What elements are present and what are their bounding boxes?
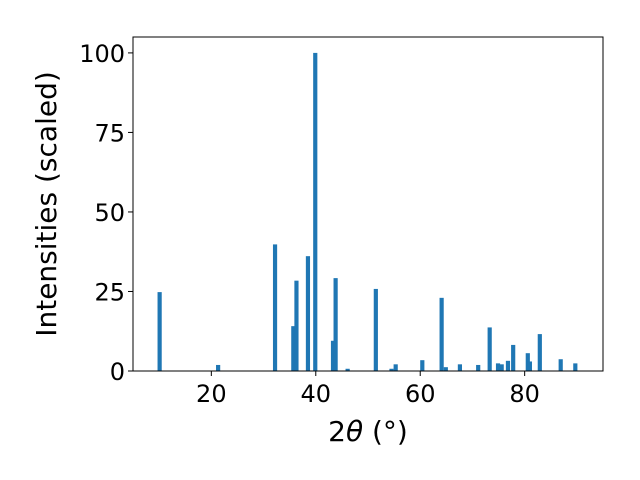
y-tick-label: 25 xyxy=(94,278,125,306)
y-axis-ticks: 0 25 50 75 100 xyxy=(79,40,133,386)
bar xyxy=(330,340,336,371)
x-axis-label-symbol: θ xyxy=(346,415,363,448)
bar xyxy=(216,364,221,371)
y-tick-label: 75 xyxy=(94,119,125,147)
bar xyxy=(333,278,338,371)
bar xyxy=(495,363,501,371)
bar xyxy=(272,244,278,371)
bar xyxy=(558,359,563,371)
bar xyxy=(389,368,394,371)
bar xyxy=(439,297,444,371)
bar xyxy=(505,360,511,371)
bar xyxy=(443,367,448,371)
x-tick-label: 80 xyxy=(509,380,540,408)
bar xyxy=(345,368,350,371)
x-tick-label: 60 xyxy=(405,380,436,408)
bar xyxy=(527,361,532,371)
bar xyxy=(511,344,516,371)
y-tick-label: 0 xyxy=(110,358,125,386)
x-axis-label-prefix: 2 xyxy=(328,415,346,448)
x-axis-label: 2θ (°) xyxy=(328,415,408,448)
bar xyxy=(373,288,378,371)
bar xyxy=(420,360,425,371)
bar xyxy=(457,364,462,371)
bar xyxy=(305,256,311,371)
x-axis-ticks: 20 40 60 80 xyxy=(196,371,540,408)
x-tick-label: 40 xyxy=(301,380,332,408)
bar xyxy=(157,292,162,371)
y-tick-label: 100 xyxy=(79,40,125,68)
plot-frame xyxy=(132,36,604,372)
bar xyxy=(573,363,578,371)
bar xyxy=(294,280,299,371)
x-tick-label: 20 xyxy=(196,380,227,408)
x-axis-label-suffix: (°) xyxy=(363,415,408,448)
bar xyxy=(537,334,542,371)
bar xyxy=(487,327,492,371)
bar xyxy=(499,364,504,371)
bar xyxy=(291,326,296,371)
bar xyxy=(476,364,481,371)
bar xyxy=(393,364,398,371)
bars-group xyxy=(157,52,578,372)
y-axis-label: Intensities (scaled) xyxy=(30,71,63,337)
bar xyxy=(313,52,318,372)
y-tick-label: 50 xyxy=(94,199,125,227)
